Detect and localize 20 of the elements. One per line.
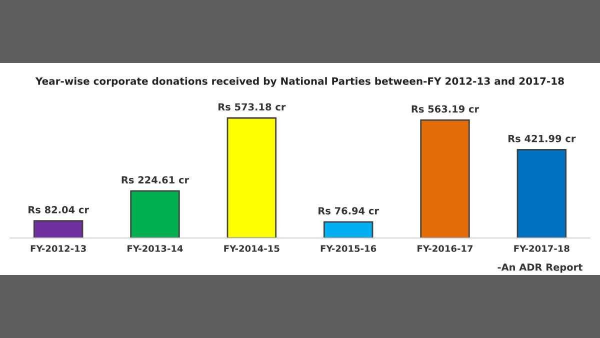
text: -An ADR Report	[498, 264, 583, 273]
x-tick-label: FY-2013-14	[128, 245, 183, 252]
bar	[130, 190, 180, 238]
x-tick-label: FY-2016-17	[418, 245, 473, 252]
x-tick-label: FY-2017-18	[514, 245, 570, 252]
data-label: Rs 563.19 cr	[412, 105, 480, 113]
x-tick-label: FY-2012-13	[30, 245, 86, 252]
data-label: Rs 573.18 cr	[218, 103, 286, 111]
data-label: Rs 76.94 cr	[318, 207, 379, 214]
bar	[33, 220, 84, 238]
x-tick-label: FY-2014-15	[224, 245, 280, 252]
data-label: Rs 421.99 cr	[508, 134, 576, 142]
bar	[420, 119, 470, 238]
chart-title: Year-wise corporate donations received by National Parties between-FY 2012-13 and 2017-18	[35, 77, 564, 87]
bar	[516, 148, 567, 238]
data-label: Rs 82.04 cr	[28, 206, 89, 214]
x-tick-label: FY-2015-16	[320, 245, 376, 252]
data-label: Rs 224.61 cr	[122, 176, 190, 184]
bar	[323, 221, 374, 238]
bar	[226, 117, 277, 238]
